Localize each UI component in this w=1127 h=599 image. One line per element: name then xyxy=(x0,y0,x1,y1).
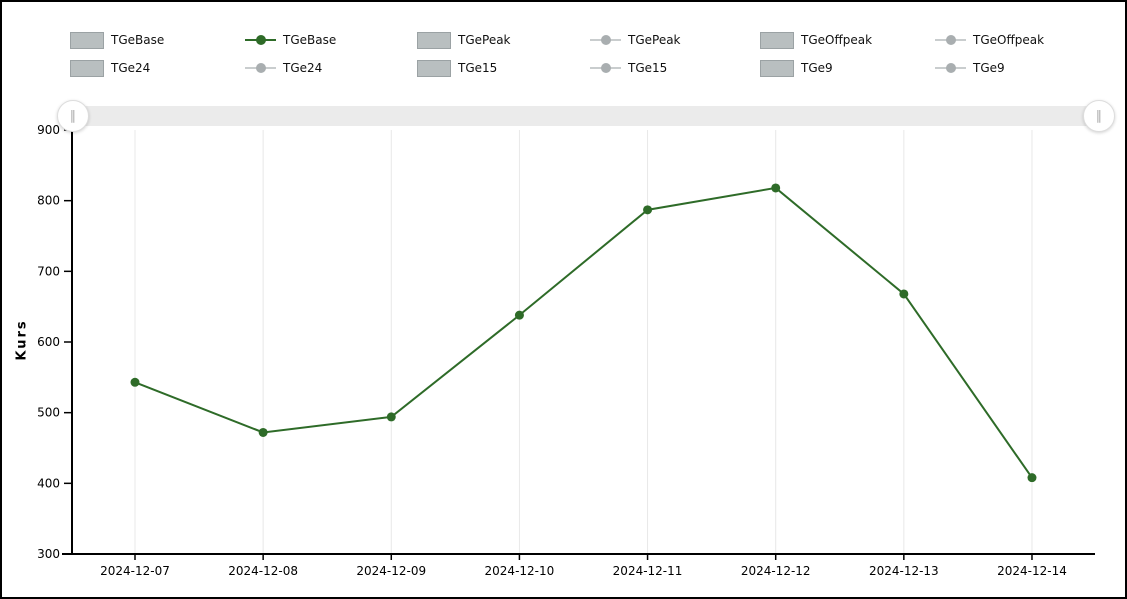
legend-label: TGePeak xyxy=(458,33,511,47)
legend-line-marker xyxy=(245,59,276,77)
legend-item-tge9-line[interactable]: TGe9 xyxy=(935,59,1005,77)
legend-line-marker xyxy=(245,31,276,49)
y-axis-tick-label: 800 xyxy=(37,194,60,208)
legend-label: TGe15 xyxy=(628,61,668,75)
legend-line-marker xyxy=(590,59,621,77)
y-axis-tick-label: 600 xyxy=(37,335,60,349)
legend-marker-dot xyxy=(601,63,611,73)
legend-item-tgebase-line[interactable]: TGeBase xyxy=(245,31,336,49)
legend-item-tge15-line[interactable]: TGe15 xyxy=(590,59,667,77)
legend-marker-dot xyxy=(601,35,611,45)
legend-line-marker xyxy=(590,31,621,49)
chart-legend: TGeBase TGeBase TGePeak TGePeak TGeOffpeak TG… xyxy=(2,2,1125,97)
drag-handle-icon: ∥ xyxy=(1095,108,1103,124)
x-axis-tick-label: 2024-12-12 xyxy=(741,564,811,578)
data-point-tgebase-2024-12-10[interactable] xyxy=(514,310,524,320)
y-axis-tick-label: 300 xyxy=(37,547,60,561)
legend-label: TGeOffpeak xyxy=(973,33,1045,47)
y-axis-tick-label: 400 xyxy=(37,476,60,490)
data-point-tgebase-2024-12-14[interactable] xyxy=(1027,473,1037,483)
legend-label: TGe24 xyxy=(283,61,323,75)
legend-box-swatch xyxy=(760,31,794,49)
data-point-tgebase-2024-12-11[interactable] xyxy=(643,205,653,215)
x-axis-tick-label: 2024-12-13 xyxy=(869,564,939,578)
legend-box-swatch xyxy=(70,59,104,77)
range-scrollbar-right-handle[interactable]: ∥ xyxy=(1083,100,1115,132)
range-scrollbar-left-handle[interactable]: ∥ xyxy=(57,100,89,132)
legend-item-tgeoffpeak-line[interactable]: TGeOffpeak xyxy=(935,31,1044,49)
legend-label: TGeOffpeak xyxy=(801,33,873,47)
data-point-tgebase-2024-12-12[interactable] xyxy=(771,183,781,193)
x-axis-tick-label: 2024-12-08 xyxy=(228,564,298,578)
legend-item-tge15-box[interactable]: TGe15 xyxy=(417,59,497,77)
legend-label: TGe9 xyxy=(801,61,833,75)
legend-label: TGe15 xyxy=(458,61,498,75)
x-axis-tick-label: 2024-12-07 xyxy=(100,564,170,578)
data-point-tgebase-2024-12-13[interactable] xyxy=(899,289,909,299)
legend-label: TGeBase xyxy=(111,33,165,47)
legend-item-tge9-box[interactable]: TGe9 xyxy=(760,59,833,77)
x-axis-tick-label: 2024-12-09 xyxy=(356,564,426,578)
legend-item-tge24-line[interactable]: TGe24 xyxy=(245,59,322,77)
legend-marker-dot xyxy=(256,35,266,45)
legend-label: TGePeak xyxy=(628,33,681,47)
legend-item-tgebase-box[interactable]: TGeBase xyxy=(70,31,164,49)
drag-handle-icon: ∥ xyxy=(69,108,77,124)
y-axis-tick-label: 700 xyxy=(37,264,60,278)
legend-box-swatch xyxy=(417,59,451,77)
legend-line-marker xyxy=(935,31,966,49)
legend-label: TGe9 xyxy=(973,61,1005,75)
legend-item-tgepeak-line[interactable]: TGePeak xyxy=(590,31,681,49)
legend-box-swatch xyxy=(417,31,451,49)
legend-item-tge24-box[interactable]: TGe24 xyxy=(70,59,150,77)
legend-marker-dot xyxy=(256,63,266,73)
data-point-tgebase-2024-12-08[interactable] xyxy=(258,427,268,437)
legend-item-tgepeak-box[interactable]: TGePeak xyxy=(417,31,511,49)
x-axis-tick-label: 2024-12-14 xyxy=(997,564,1067,578)
legend-box-swatch xyxy=(760,59,794,77)
legend-marker-dot xyxy=(946,63,956,73)
legend-line-marker xyxy=(935,59,966,77)
x-axis-tick-label: 2024-12-10 xyxy=(485,564,555,578)
range-scrollbar-track[interactable] xyxy=(73,106,1099,126)
x-axis-tick-label: 2024-12-11 xyxy=(613,564,683,578)
legend-marker-dot xyxy=(946,35,956,45)
legend-label: TGeBase xyxy=(283,33,337,47)
y-axis-tick-label: 500 xyxy=(37,406,60,420)
data-point-tgebase-2024-12-07[interactable] xyxy=(130,377,140,387)
legend-label: TGe24 xyxy=(111,61,151,75)
y-axis-tick-label: 900 xyxy=(37,123,60,137)
data-point-tgebase-2024-12-09[interactable] xyxy=(386,412,396,422)
series-line-tgebase xyxy=(134,186,1033,479)
legend-item-tgeoffpeak-box[interactable]: TGeOffpeak xyxy=(760,31,872,49)
legend-box-swatch xyxy=(70,31,104,49)
